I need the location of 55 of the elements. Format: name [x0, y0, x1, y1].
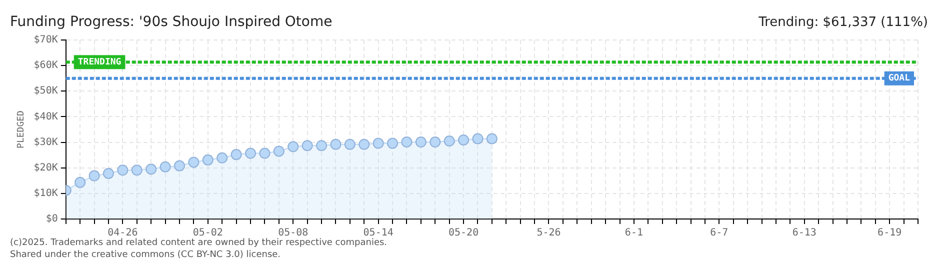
x-tick-label: 04-26 — [108, 228, 138, 239]
point — [230, 149, 242, 160]
ref-line-label: TRENDING — [78, 57, 122, 68]
point — [174, 160, 185, 172]
point — [88, 170, 100, 182]
point — [216, 152, 228, 164]
y-tick-label: $40K — [34, 111, 58, 122]
point — [444, 136, 455, 147]
x-tick-label: 6-13 — [792, 228, 816, 239]
y-tick-label: $20K — [34, 162, 58, 174]
text: Shared under the creative commons (CC BY-NC 3.0) license. — [10, 250, 281, 260]
x-tick-label: 5-26 — [536, 228, 561, 239]
point — [358, 138, 370, 150]
point — [146, 164, 157, 175]
y-tick-label: $60K — [34, 60, 58, 72]
point — [344, 138, 356, 150]
point — [472, 133, 484, 144]
point — [202, 154, 214, 166]
point — [74, 176, 86, 188]
point — [117, 164, 128, 176]
ref-line-label: GOAL — [888, 74, 911, 84]
point — [415, 136, 426, 148]
point — [273, 146, 284, 157]
x-tick-label: 05-08 — [278, 228, 308, 239]
point — [131, 164, 142, 176]
point — [430, 136, 441, 148]
point — [401, 136, 412, 148]
point — [288, 141, 299, 152]
text: (c)2025. Trademarks and related content are owned by their respective companies. — [10, 238, 388, 248]
y-tick-label: $10K — [34, 188, 58, 200]
point — [245, 148, 256, 159]
point — [259, 148, 270, 159]
point — [387, 138, 398, 149]
point — [458, 134, 470, 146]
x-tick-label: 05-14 — [363, 228, 394, 239]
x-tick-label: 6-19 — [878, 228, 902, 239]
point — [486, 133, 498, 144]
text: Trending: $61,337 (111%) — [758, 15, 928, 30]
x-tick-label: 6-1 — [624, 228, 643, 239]
point — [188, 156, 200, 168]
y-tick-label: $70K — [34, 34, 58, 46]
point — [102, 168, 114, 179]
point — [302, 140, 313, 152]
point — [160, 161, 171, 172]
y-axis-title: PLEDGED — [16, 110, 27, 148]
point — [316, 140, 328, 152]
x-tick-label: 6-7 — [710, 228, 728, 239]
x-tick-label: 05-20 — [448, 228, 479, 239]
y-tick-label: $0 — [46, 214, 58, 225]
y-tick-label: $30K — [34, 136, 58, 148]
x-tick-label: 05-02 — [192, 228, 223, 239]
y-tick-label: $50K — [34, 86, 58, 97]
point — [330, 138, 342, 150]
chart-title: Funding Progress: '90s Shoujo Inspired Otome — [10, 14, 332, 30]
point — [372, 138, 384, 149]
